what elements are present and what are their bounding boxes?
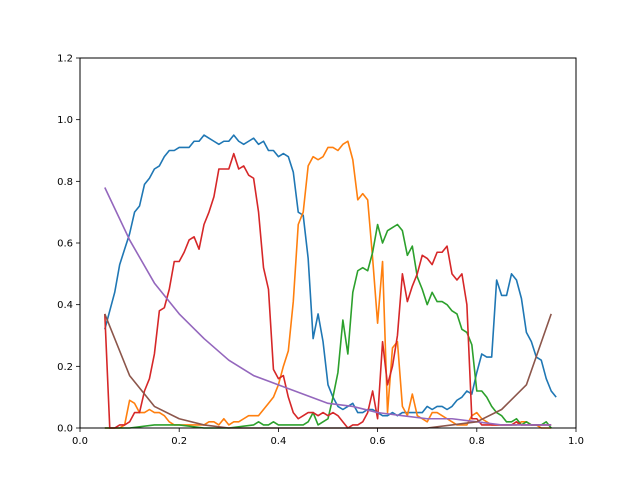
- y-tick-label: 0.8: [57, 177, 73, 188]
- x-tick-label: 0.4: [270, 436, 286, 447]
- y-tick-label: 1.0: [57, 115, 73, 126]
- y-tick-label: 0.4: [57, 300, 73, 311]
- x-tick-label: 0.2: [171, 436, 187, 447]
- x-tick-label: 0.0: [72, 436, 88, 447]
- x-tick-label: 1.0: [568, 436, 584, 447]
- y-tick-label: 1.2: [57, 54, 73, 65]
- y-tick-label: 0.6: [57, 239, 73, 250]
- x-axis: 0.0 0.2 0.4 0.6 0.8 1.0: [72, 428, 584, 447]
- y-tick-label: 0.2: [57, 362, 73, 373]
- series-line-4: [104, 152, 552, 429]
- series-line-1: [104, 134, 557, 417]
- y-tick-label: 0.0: [57, 424, 73, 435]
- x-tick-label: 0.6: [370, 436, 386, 447]
- y-axis: 0.0 0.2 0.4 0.6 0.8 1.0 1.2: [57, 54, 80, 435]
- x-tick-label: 0.8: [469, 436, 485, 447]
